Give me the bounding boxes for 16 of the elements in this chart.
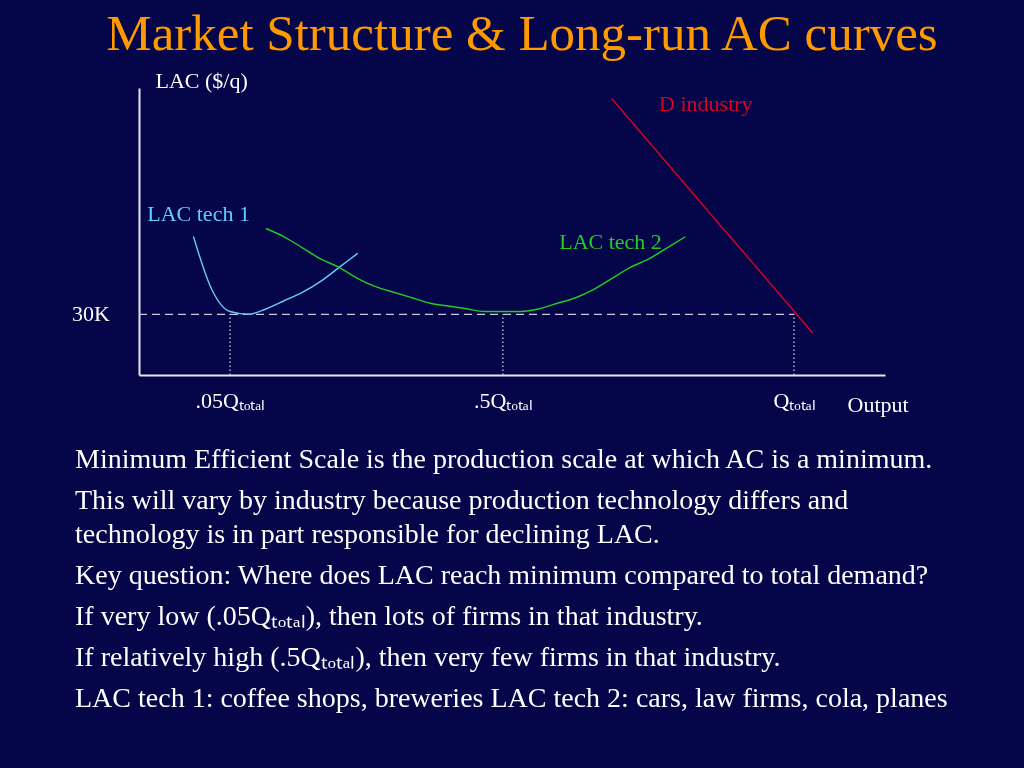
text: LAC tech 1: coffee shops, breweries LAC tech 2: cars, law firms, cola, planes	[75, 682, 948, 713]
x-tick-label: .5Qₜₒₜₐₗ	[474, 387, 533, 413]
x-tick-label: .05Qₜₒₜₐₗ	[195, 387, 266, 413]
text: This will vary by industry because production technology differs and technology is in part responsible for declining LAC.	[75, 484, 849, 549]
ref-line-label: 30K	[72, 301, 111, 327]
text: Key question: Where does LAC reach minimum compared to total demand?	[75, 559, 929, 590]
text: If very low (.05Qₜₒₜₐₗ), then lots of firms in that industry.	[75, 600, 703, 631]
y-axis-title: LAC ($/q)	[155, 67, 248, 93]
series-label: D industry	[659, 91, 753, 117]
text: Minimum Efficient Scale is the production scale at which AC is a minimum.	[75, 443, 933, 474]
x-tick-label: Qₜₒₜₐₗ	[773, 387, 816, 413]
text: If relatively high (.5Qₜₒₜₐₗ), then very few firms in that industry.	[75, 641, 781, 672]
x-axis-title: Output	[847, 391, 909, 417]
series-label: LAC tech 1	[147, 201, 250, 227]
series-label: LAC tech 2	[559, 229, 662, 255]
chart-title: Market Structure & Long-run AC curves	[106, 5, 938, 61]
